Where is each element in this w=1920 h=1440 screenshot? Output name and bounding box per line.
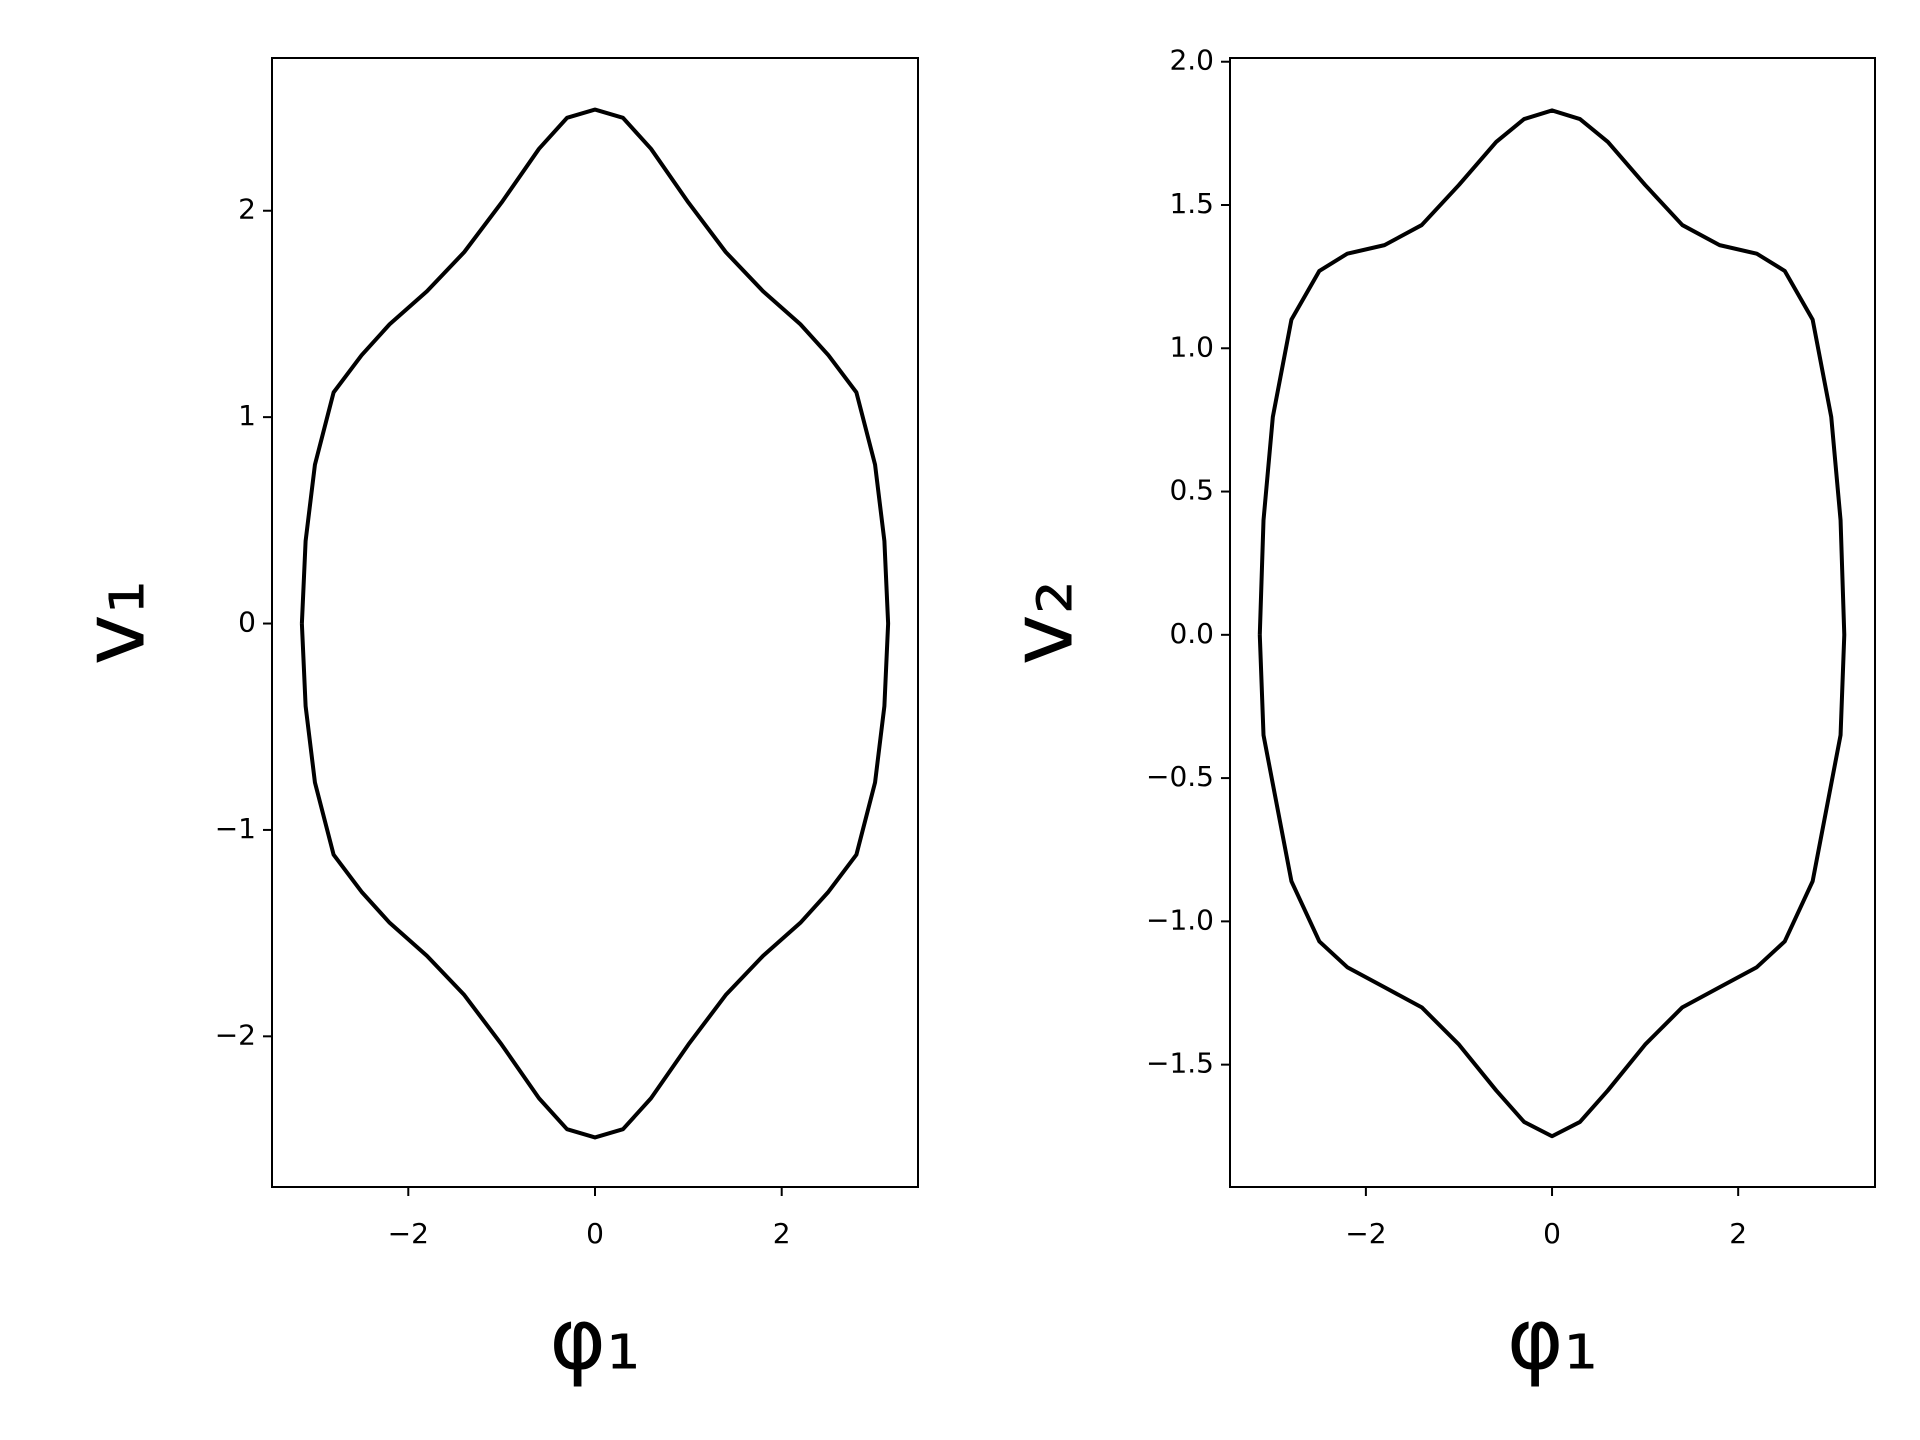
y-tick-label: 1.0 [1169,330,1214,363]
y-axis-label: v₁ [64,580,164,665]
y-tick-label: 0.5 [1169,474,1214,507]
x-tick-label: 0 [1543,1217,1561,1250]
y-tick-label: −0.5 [1146,760,1214,793]
plot-frame [271,57,919,1188]
y-tick-label: −1.0 [1146,903,1214,936]
y-tick-label: 0 [238,606,256,639]
x-axis-label: φ₁ [1507,1289,1598,1389]
plot-frame [1229,57,1876,1188]
x-tick-label: −2 [1345,1217,1386,1250]
y-tick-label: −2 [215,1018,256,1051]
x-axis-label: φ₁ [549,1289,640,1389]
y-tick-label: 1.5 [1169,187,1214,220]
y-tick-label: 2 [238,193,256,226]
y-tick-label: 0.0 [1169,617,1214,650]
y-tick-label: −1 [215,812,256,845]
curve [1257,108,1847,1139]
x-tick-label: 2 [773,1217,791,1250]
y-tick-label: 2.0 [1169,44,1214,77]
y-axis-label: v₂ [992,580,1092,665]
x-tick-label: 0 [586,1217,604,1250]
y-tick-label: 1 [238,399,256,432]
x-tick-label: −2 [388,1217,429,1250]
curve [299,107,891,1140]
y-tick-label: −1.5 [1146,1047,1214,1080]
x-tick-label: 2 [1729,1217,1747,1250]
